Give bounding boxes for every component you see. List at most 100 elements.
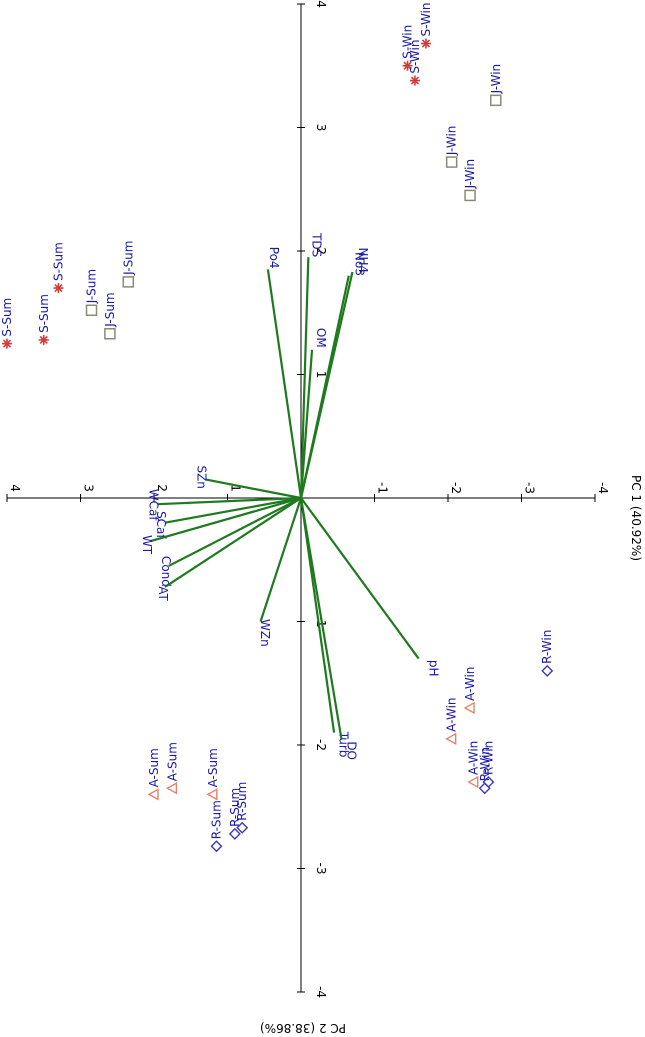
data-point: R-Sum xyxy=(209,800,223,853)
triangle-marker xyxy=(147,788,159,801)
point-label: J-Win xyxy=(463,159,477,190)
pc2-axis-title: PC 2 (38.86%) xyxy=(260,1021,346,1035)
square-marker xyxy=(445,156,458,168)
point-label: S-Win xyxy=(419,3,433,37)
point-label: J-Sum xyxy=(85,269,99,304)
pc1-tick-label: -3 xyxy=(523,482,537,494)
loading-label-scaf: SCaf xyxy=(154,511,168,539)
square-marker xyxy=(122,276,135,288)
loading-vector-wt xyxy=(150,496,302,543)
triangle-marker xyxy=(463,701,475,715)
loading-vector-wcaf xyxy=(157,496,302,506)
loading-label-wcaf: WCaf xyxy=(147,489,161,522)
data-point: J-Sum xyxy=(103,292,117,340)
loading-label-at: AT xyxy=(156,586,170,601)
pc2-tick-label: -4 xyxy=(314,986,328,998)
loading-vector-no3 xyxy=(299,275,350,499)
loading-label-ph: pH xyxy=(427,660,441,677)
point-label: R-Sum xyxy=(209,800,223,839)
data-point: A-Sum xyxy=(147,748,161,801)
pc1-tick-label: 2 xyxy=(155,484,169,492)
data-point: S-Sum xyxy=(51,242,65,294)
data-point: S-Sum xyxy=(0,298,14,349)
point-label: J-Win xyxy=(489,64,503,95)
pc2-tick-label: -3 xyxy=(314,863,328,875)
loading-label-wt: WT xyxy=(140,535,154,555)
star-marker xyxy=(2,338,12,349)
point-label: J-Sum xyxy=(121,241,135,276)
data-point: J-Win xyxy=(445,126,459,168)
data-point: J-Sum xyxy=(121,241,135,288)
data-point: A-Win xyxy=(463,667,477,715)
loading-vector-po4 xyxy=(266,269,303,499)
loading-vector-do xyxy=(299,497,343,740)
loading-vector-cond xyxy=(168,497,302,567)
loading-label-tds: TDS xyxy=(310,232,324,257)
square-marker xyxy=(490,94,502,107)
point-label: S-Win xyxy=(401,25,415,59)
loading-label-om: OM xyxy=(314,328,328,348)
data-point: R-Sum xyxy=(228,788,242,840)
loading-vector-szn xyxy=(205,478,302,500)
data-point: A-Sum xyxy=(206,748,220,801)
point-label: A-Win xyxy=(445,697,459,731)
data-point: J-Sum xyxy=(85,269,99,317)
point-label: A-Win xyxy=(467,741,481,775)
diamond-marker xyxy=(478,782,491,795)
diamond-marker xyxy=(228,827,241,840)
loading-vector-at xyxy=(164,497,302,588)
point-label: A-Sum xyxy=(165,742,179,781)
pc2-tick-label: 3 xyxy=(314,124,328,132)
pc1-tick-label: 3 xyxy=(82,484,96,492)
data-point: R-Win xyxy=(540,630,554,677)
point-label: S-Sum xyxy=(0,298,14,337)
pc1-tick-label: 1 xyxy=(229,484,243,492)
data-point: S-Win xyxy=(401,25,415,71)
point-label: A-Sum xyxy=(147,748,161,787)
data-point: J-Win xyxy=(489,64,503,107)
loading-vector-scaf xyxy=(164,496,302,524)
diamond-marker xyxy=(210,840,223,853)
pc1-tick-label: -2 xyxy=(449,482,463,494)
point-label: J-Win xyxy=(445,126,459,157)
pc1-tick-label: -4 xyxy=(596,482,610,494)
point-label: S-Win xyxy=(408,40,422,74)
loading-vector-ph xyxy=(300,497,420,660)
data-point: R-Win xyxy=(481,741,495,789)
data-point: A-Sum xyxy=(165,742,179,795)
data-point: S-Sum xyxy=(37,294,51,345)
sample-points: S-Sum S-SumS-SumS-WinS-WinS-WinJ-SumJ-Sum… xyxy=(0,3,554,853)
point-label: J-Sum xyxy=(103,292,117,327)
data-point: R-Sum xyxy=(235,782,249,834)
data-point: S-Win xyxy=(419,3,433,49)
pc1-axis-title: PC 1 (40.92%) xyxy=(629,475,643,561)
diamond-marker xyxy=(482,776,495,789)
point-label: A-Sum xyxy=(206,748,220,787)
pc1-tick-label: 4 xyxy=(8,484,22,492)
loading-label-cond: Cond xyxy=(159,556,173,587)
diamond-marker xyxy=(541,664,554,677)
loading-label-do: DO xyxy=(344,741,358,760)
pc2-tick-label: 2 xyxy=(314,247,328,255)
loading-vector-om xyxy=(299,349,314,499)
loading-label-szn: SZn xyxy=(195,465,209,488)
triangle-marker xyxy=(165,782,178,795)
triangle-marker xyxy=(206,788,218,801)
square-marker xyxy=(464,189,476,202)
star-marker xyxy=(409,75,420,86)
loading-label-po4: Po4 xyxy=(267,247,281,269)
diamond-marker xyxy=(236,821,249,834)
triangle-marker xyxy=(445,732,457,746)
loading-vector-tds xyxy=(299,257,310,499)
star-marker xyxy=(420,38,431,49)
data-point: J-Win xyxy=(463,159,477,202)
point-label: R-Sum xyxy=(228,788,242,827)
pc2-tick-label: 1 xyxy=(314,371,328,379)
point-label: R-Win xyxy=(478,747,492,781)
pc1-tick-label: -1 xyxy=(376,482,390,494)
loading-vector-wzn xyxy=(259,497,303,622)
data-point: S-Win xyxy=(408,40,422,86)
